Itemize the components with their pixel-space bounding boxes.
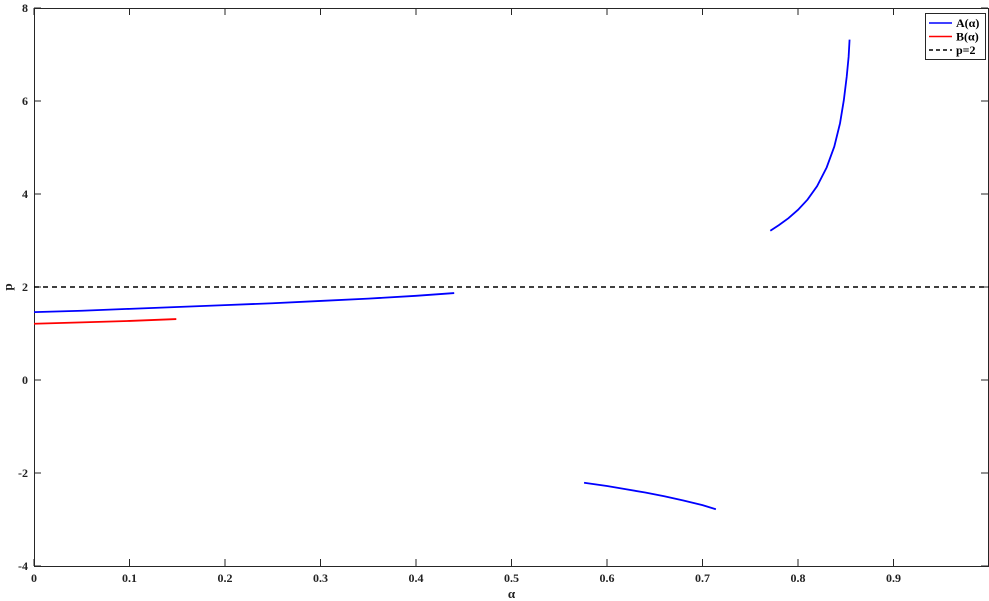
x-axis-label: α <box>508 586 516 601</box>
y-tick-label: -2 <box>18 466 28 480</box>
x-tick-label: 0.9 <box>886 571 901 585</box>
x-tick-label: 0.3 <box>313 571 328 585</box>
legend-label: B(α) <box>956 30 979 44</box>
x-tick-label: 0 <box>31 571 37 585</box>
x-tick-label: 0.5 <box>504 571 519 585</box>
x-tick-label: 0.4 <box>409 571 424 585</box>
series-line-b <box>33 318 177 325</box>
series-line-a <box>33 292 455 314</box>
y-tick-label: 8 <box>22 1 28 15</box>
x-tick-label: 0.8 <box>791 571 806 585</box>
y-axis-label: p <box>0 283 15 290</box>
x-tick-label: 0.7 <box>695 571 710 585</box>
series-line-a <box>583 481 717 511</box>
x-tick-label: 0.6 <box>600 571 615 585</box>
y-tick-label: 4 <box>22 187 28 201</box>
x-axis: 0 0.1 0.2 0.3 0.4 0.5 0.6 0.7 0.8 0.9 <box>31 8 901 585</box>
y-tick-label: 0 <box>22 373 28 387</box>
series-line-a <box>769 39 851 232</box>
x-tick-label: 0.1 <box>122 571 137 585</box>
legend-label: p=2 <box>956 43 976 57</box>
legend-label: A(α) <box>956 16 979 30</box>
y-tick-label: 6 <box>22 94 28 108</box>
x-tick-label: 0.2 <box>218 571 233 585</box>
series-layer <box>33 39 989 511</box>
y-tick-label: 2 <box>22 280 28 294</box>
y-tick-label: -4 <box>18 559 28 573</box>
legend: A(α)B(α)p=2 <box>925 13 986 60</box>
